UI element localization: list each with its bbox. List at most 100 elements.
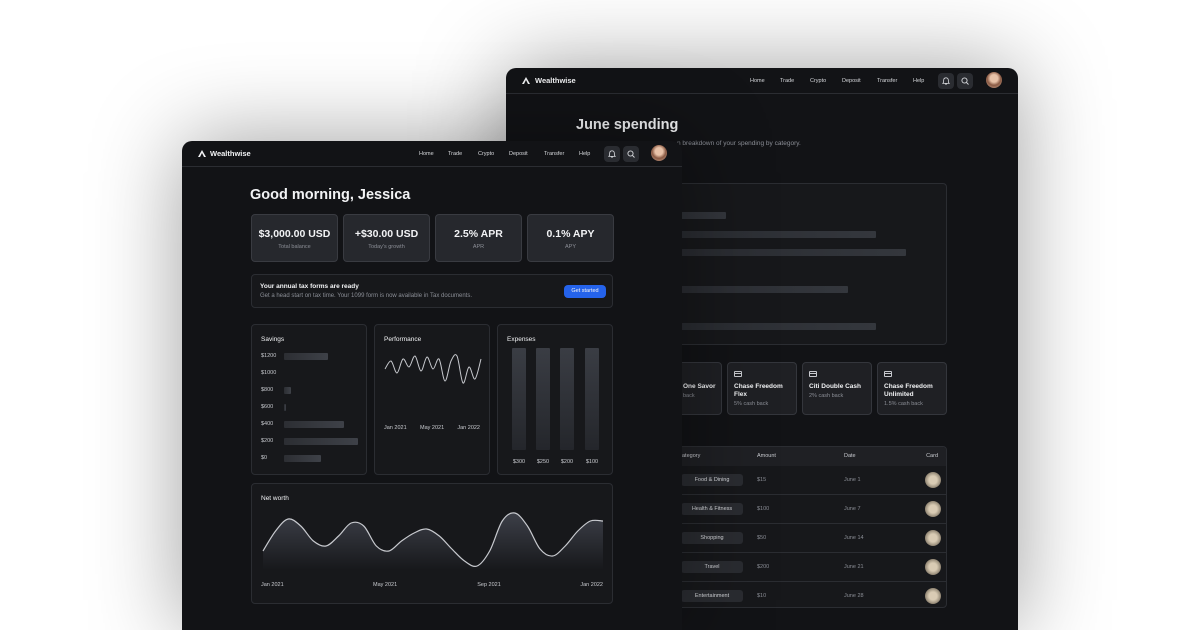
row-divider [567, 523, 946, 524]
bell-shape [941, 77, 951, 85]
nav-link[interactable]: Transfer [544, 150, 565, 157]
nav-link[interactable]: Crypto [810, 77, 827, 84]
bell-icon [607, 150, 617, 158]
search-icon [961, 77, 969, 85]
page-subtitle: n breakdown of your spending by category… [677, 140, 801, 147]
search-button[interactable] [957, 73, 973, 89]
expense-label: $100 [585, 459, 599, 465]
card-text: Chase Freedom Flex 5% cash back [734, 383, 794, 407]
card-name: One Savor [683, 383, 716, 390]
table-header: ategory [682, 453, 701, 459]
card-icon-stripe [885, 373, 891, 374]
greeting: Good morning, Jessica [250, 187, 411, 203]
date-cell: June 14 [844, 534, 864, 541]
expense-label: $200 [560, 459, 574, 465]
x-axis-label: Jan 2021 [261, 582, 284, 588]
nav-link[interactable]: Trade [780, 77, 795, 84]
expenses-card: Expenses $300 $250 $200 $100 [497, 324, 613, 475]
category-pill: Food & Dining [681, 474, 743, 486]
card-name: Citi Double Cash [809, 383, 862, 390]
date-cell: June 7 [844, 505, 861, 512]
amount-cell: $100 [757, 505, 770, 512]
net-worth-card: Net worth Jan 2021 May 2021 Sep 2021 Jan 202… [251, 483, 613, 604]
stat-label: APR [472, 244, 485, 250]
card-name: Chase Freedom Unlimited [884, 383, 933, 398]
card-icon [734, 371, 742, 377]
stat-label: APY [564, 244, 576, 250]
table-header: Date [844, 453, 856, 459]
credit-card-tile[interactable]: Chase Freedom Flex 5% cash back [727, 362, 797, 415]
notification-button[interactable] [604, 146, 620, 162]
logo-shape [522, 77, 530, 84]
savings-bar [284, 437, 359, 445]
savings-label: $0 [261, 454, 268, 461]
card-detail: 2% cash back [809, 392, 844, 399]
nav-link[interactable]: Help [913, 77, 925, 84]
stat-value: 2.5% APR [454, 228, 503, 240]
savings-bar [284, 420, 344, 428]
date-cell: June 21 [844, 563, 864, 570]
table-header: Amount [757, 453, 776, 459]
nav-link[interactable]: Home [750, 77, 765, 84]
card-detail: back [683, 392, 695, 399]
stat-card: $3,000.00 USD Total balance [251, 214, 338, 262]
card-text: Citi Double Cash 2% cash back [809, 383, 869, 399]
category-pill: Health & Fitness [681, 503, 743, 515]
search-handle [966, 82, 969, 85]
avatar[interactable] [651, 145, 667, 161]
nav-link[interactable]: Deposit [509, 150, 528, 157]
get-started-button[interactable]: Get started [564, 285, 606, 298]
x-axis-label: Jan 2022 [580, 582, 603, 588]
logo-text: Wealthwise [535, 76, 576, 85]
x-axis-label: May 2021 [373, 582, 398, 588]
spending-bar [590, 286, 849, 293]
card-detail: 5% cash back [734, 400, 769, 407]
card-thumbnail [925, 472, 941, 488]
bell-icon [941, 77, 951, 85]
expense-bar [585, 348, 599, 450]
savings-label: $600 [261, 403, 274, 410]
credit-card-tile[interactable]: Citi Double Cash 2% cash back [802, 362, 872, 415]
logo-text: Wealthwise [210, 149, 251, 158]
logo-icon [198, 150, 206, 157]
card-icon [884, 371, 892, 377]
date-cell: June 1 [844, 476, 861, 483]
card-text: One Savor back [683, 383, 743, 399]
nav-link[interactable]: Deposit [842, 77, 861, 84]
nav-link[interactable]: Trade [448, 150, 463, 157]
stat-label: Total balance [278, 244, 311, 250]
category-pill: Entertainment [681, 590, 743, 602]
savings-label: $400 [261, 420, 274, 427]
performance-chart [384, 354, 482, 384]
nav-link[interactable]: Help [579, 150, 591, 157]
nav-link[interactable]: Crypto [478, 150, 495, 157]
page-title: June spending [576, 117, 679, 133]
expense-bar [560, 348, 574, 450]
notification-button[interactable] [938, 73, 954, 89]
card-title: Net worth [261, 495, 289, 502]
x-axis-label: Sep 2021 [477, 582, 501, 588]
card-detail: 1.5% cash back [884, 400, 923, 407]
expense-bar [536, 348, 550, 450]
nav-link[interactable]: Home [419, 150, 434, 157]
card-thumbnail [925, 559, 941, 575]
nav-link[interactable]: Transfer [877, 77, 898, 84]
savings-bar [284, 454, 321, 462]
card-title: Savings [261, 336, 285, 343]
tax-banner: Your annual tax forms are ready Get a hea… [251, 274, 613, 308]
card-name: Chase Freedom Flex [734, 383, 783, 398]
search-button[interactable] [623, 146, 639, 162]
stat-card: +$30.00 USD Today's growth [343, 214, 430, 262]
row-divider [567, 581, 946, 582]
savings-label: $1200 [261, 352, 277, 359]
expense-label: $250 [536, 459, 550, 465]
credit-card-tile[interactable]: Chase Freedom Unlimited 1.5% cash back [877, 362, 947, 415]
card-thumbnail [925, 588, 941, 604]
avatar[interactable] [986, 72, 1002, 88]
banner-text: Get a head start on tax time. Your 1099 … [260, 293, 473, 299]
stat-card: 0.1% APY APY [527, 214, 614, 262]
performance-line [384, 354, 482, 384]
savings-label: $800 [261, 386, 274, 393]
card-title: Expenses [507, 336, 536, 343]
stat-card: 2.5% APR APR [435, 214, 522, 262]
